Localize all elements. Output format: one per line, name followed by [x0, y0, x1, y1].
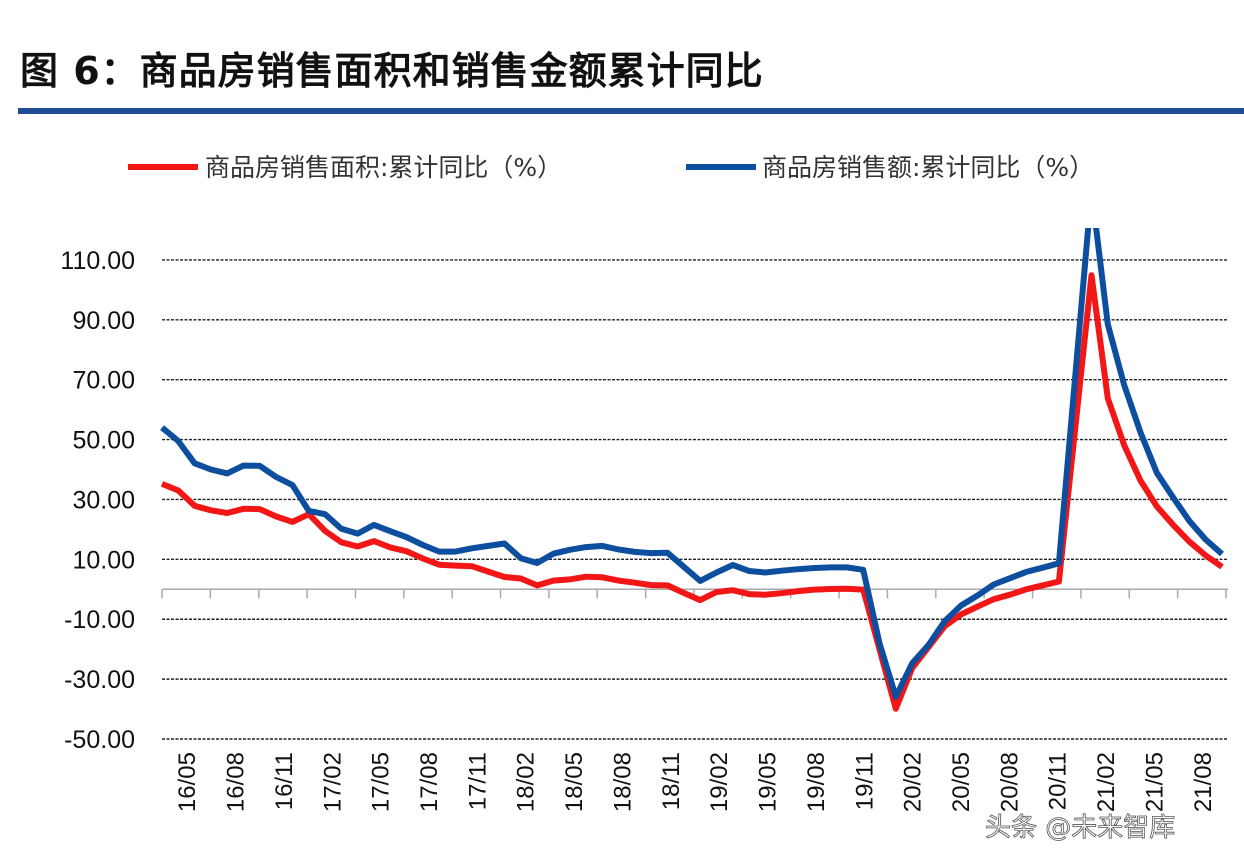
y-tick-label: 110.00: [60, 247, 135, 275]
watermark: 头条 @未来智库: [985, 813, 1175, 843]
legend: 商品房销售面积:累计同比（%） 商品房销售额:累计同比（%）: [128, 153, 1094, 182]
y-tick-label: 50.00: [72, 427, 135, 455]
y-tick-label: -10.00: [64, 606, 135, 634]
y-tick-label: 10.00: [72, 546, 135, 574]
x-tick-label: 16/08: [223, 752, 250, 812]
x-tick-label: 18/05: [561, 752, 588, 812]
x-tick-label: 20/05: [948, 752, 975, 812]
x-tick-label: 17/11: [464, 752, 491, 810]
legend-label-area: 商品房销售面积:累计同比（%）: [205, 153, 562, 182]
x-tick-label: 21/02: [1093, 752, 1120, 812]
x-tick-label: 19/08: [803, 752, 830, 812]
x-tick-label: 21/05: [1141, 752, 1168, 812]
x-tick-label: 17/02: [319, 752, 346, 812]
series-line-sales-area: [160, 272, 1224, 712]
x-tick-label: 20/11: [1045, 752, 1072, 810]
x-tick-label: 21/08: [1190, 752, 1217, 812]
y-tick-label: 70.00: [72, 367, 135, 395]
x-tick-label: 20/08: [996, 752, 1023, 812]
x-tick-label: 18/02: [513, 752, 540, 812]
x-tick-label: 17/05: [368, 752, 395, 812]
legend-label-amount: 商品房销售额:累计同比（%）: [762, 153, 1094, 182]
x-tick-label: 17/08: [416, 752, 443, 812]
series-line-sales-amount: [160, 228, 1224, 700]
x-tick-label: 19/05: [755, 752, 782, 812]
x-tick-label: 18/11: [658, 752, 685, 810]
x-tick-label: 19/02: [706, 752, 733, 812]
x-tick-label: 20/02: [900, 752, 927, 812]
y-tick-label: 30.00: [72, 486, 135, 514]
x-tick-label: 16/11: [271, 752, 298, 810]
y-tick-label: 90.00: [72, 307, 135, 335]
chart-title: 图 6：商品房销售面积和销售金额累计同比: [20, 49, 764, 93]
x-tick-label: 19/11: [851, 752, 878, 810]
x-tick-label: 16/05: [174, 752, 201, 812]
x-tick-label: 18/08: [609, 752, 636, 812]
y-tick-label: -50.00: [64, 726, 135, 754]
y-tick-label: -30.00: [64, 666, 135, 694]
title-underline: [18, 108, 1244, 114]
